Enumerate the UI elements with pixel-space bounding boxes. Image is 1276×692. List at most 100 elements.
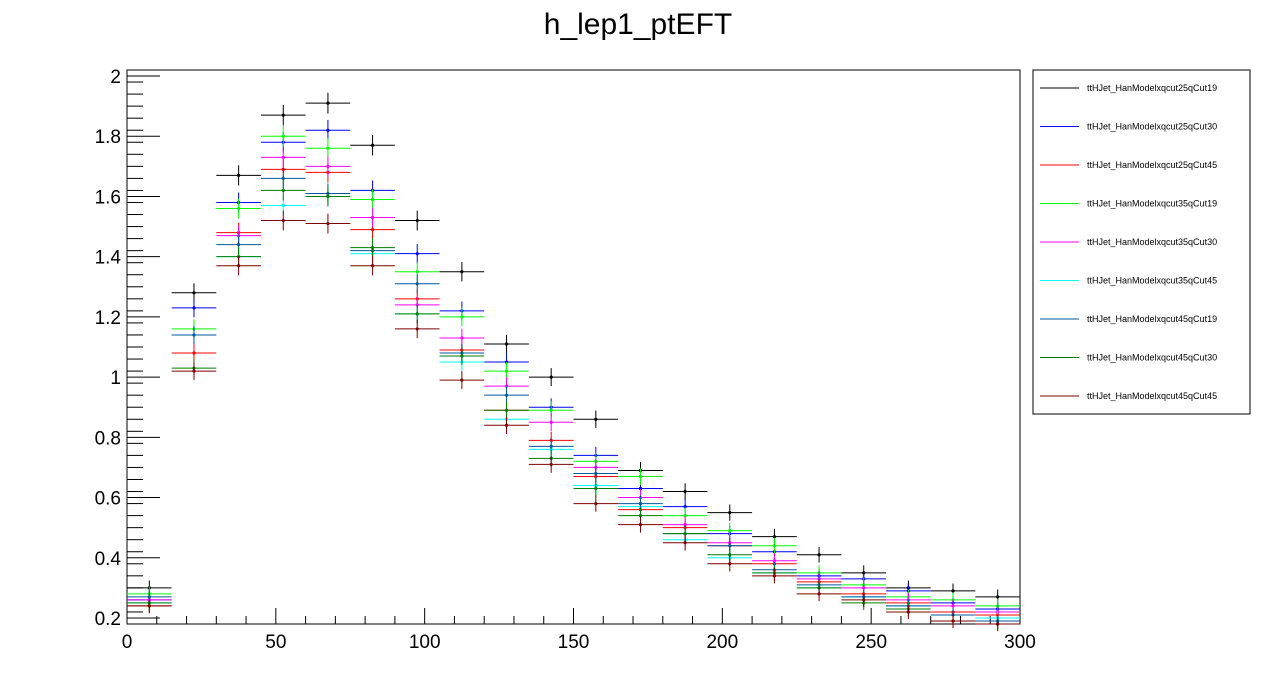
data-point: [638, 523, 643, 527]
series-ttHJet_HanModelxqcut45qCut19: [127, 168, 1020, 628]
data-point: [192, 351, 196, 355]
data-point: [237, 243, 241, 247]
data-point: [281, 188, 285, 193]
data-point: [415, 218, 419, 223]
data-point: [504, 369, 509, 373]
y-tick-label: 1.6: [95, 187, 121, 208]
data-point: [237, 264, 241, 268]
data-point: [817, 553, 821, 557]
legend-entries: ttHJet_HanModelxqcut25qCut19 ttHJet_HanMo…: [1040, 83, 1217, 401]
y-tick-label: 1.8: [95, 127, 121, 148]
data-point: [996, 622, 1000, 626]
series-ttHJet_HanModelxqcut45qCut45: [127, 210, 1020, 631]
data-point: [415, 270, 419, 274]
data-point: [683, 523, 687, 527]
legend: ttHJet_HanModelxqcut25qCut19 ttHJet_HanMo…: [1032, 69, 1251, 415]
chart-title: h_lep1_ptEFT: [544, 8, 732, 41]
data-point: [996, 595, 1000, 599]
data-point: [326, 221, 330, 226]
data-point: [326, 164, 330, 168]
x-tick-label: 150: [558, 632, 590, 653]
data-point: [906, 610, 910, 614]
data-point: [237, 173, 241, 177]
x-tick-label: 0: [122, 632, 133, 653]
legend-label: ttHJet_HanModelxqcut35qCut30: [1087, 237, 1217, 247]
data-point: [460, 336, 464, 340]
data-point: [728, 529, 732, 533]
data-point: [549, 444, 553, 448]
data-point: [370, 246, 375, 250]
data-point: [460, 270, 464, 274]
data-point: [415, 327, 419, 331]
data-point: [192, 291, 196, 295]
data-point: [683, 532, 687, 536]
data-point: [281, 155, 285, 159]
plot-frame: [126, 69, 1021, 625]
y-tick-label: 0.8: [95, 428, 121, 449]
data-point: [460, 378, 464, 382]
series-ttHJet_HanModelxqcut35qCut45: [127, 186, 1020, 626]
data-point: [237, 206, 241, 211]
series-layer: [127, 92, 1020, 631]
y-tick-label: 0.2: [95, 609, 121, 630]
x-tick-label: 50: [265, 632, 286, 653]
data-point: [326, 146, 330, 150]
series-ttHJet_HanModelxqcut25qCut30: [127, 119, 1020, 617]
data-point: [504, 384, 509, 388]
data-point: [951, 589, 955, 593]
data-point: [326, 101, 330, 105]
data-point: [281, 218, 285, 223]
legend-label: ttHJet_HanModelxqcut45qCut19: [1087, 314, 1217, 324]
y-tick-label: 2: [110, 67, 121, 88]
data-point: [594, 501, 598, 506]
y-tick-label: 1: [110, 368, 121, 389]
series-ttHJet_HanModelxqcut35qCut30: [127, 147, 1020, 620]
legend-label: ttHJet_HanModelxqcut45qCut30: [1087, 353, 1217, 363]
data-point: [772, 544, 777, 548]
data-point: [772, 559, 777, 563]
data-point: [281, 134, 285, 138]
data-point: [192, 369, 196, 373]
data-point: [772, 574, 777, 578]
data-point: [638, 474, 643, 479]
data-point: [460, 354, 464, 358]
data-point: [147, 604, 151, 608]
data-point: [281, 176, 285, 180]
x-tick-label: 300: [1004, 632, 1036, 653]
legend-label: ttHJet_HanModelxqcut25qCut45: [1087, 160, 1217, 170]
legend-label: ttHJet_HanModelxqcut45qCut45: [1087, 391, 1217, 401]
data-point: [549, 462, 553, 467]
data-point: [683, 541, 687, 545]
y-tick-label: 1.4: [95, 248, 122, 269]
data-point: [549, 420, 553, 424]
data-point: [638, 514, 643, 518]
data-point: [549, 375, 553, 379]
data-point: [504, 342, 509, 346]
series-ttHJet_HanModelxqcut35qCut19: [127, 125, 1020, 614]
data-point: [326, 194, 330, 199]
y-tick-label: 0.4: [95, 549, 122, 570]
data-point: [370, 143, 375, 147]
data-point: [281, 203, 285, 208]
data-point: [192, 306, 196, 310]
data-point: [370, 215, 375, 220]
data-point: [728, 510, 732, 515]
data-point: [772, 535, 777, 539]
data-point: [683, 504, 687, 509]
data-point: [281, 113, 285, 117]
data-point: [951, 604, 955, 608]
data-point: [415, 282, 419, 286]
data-point: [862, 586, 866, 590]
data-point: [326, 128, 330, 132]
data-point: [951, 619, 955, 623]
data-point: [594, 486, 598, 491]
data-point: [728, 562, 732, 566]
data-point: [370, 197, 375, 202]
data-point: [817, 592, 821, 596]
y-tick-label: 1.2: [95, 308, 121, 329]
data-point: [683, 514, 687, 518]
data-point: [504, 393, 509, 397]
data-point: [549, 408, 553, 412]
x-tick-label: 200: [706, 632, 738, 653]
